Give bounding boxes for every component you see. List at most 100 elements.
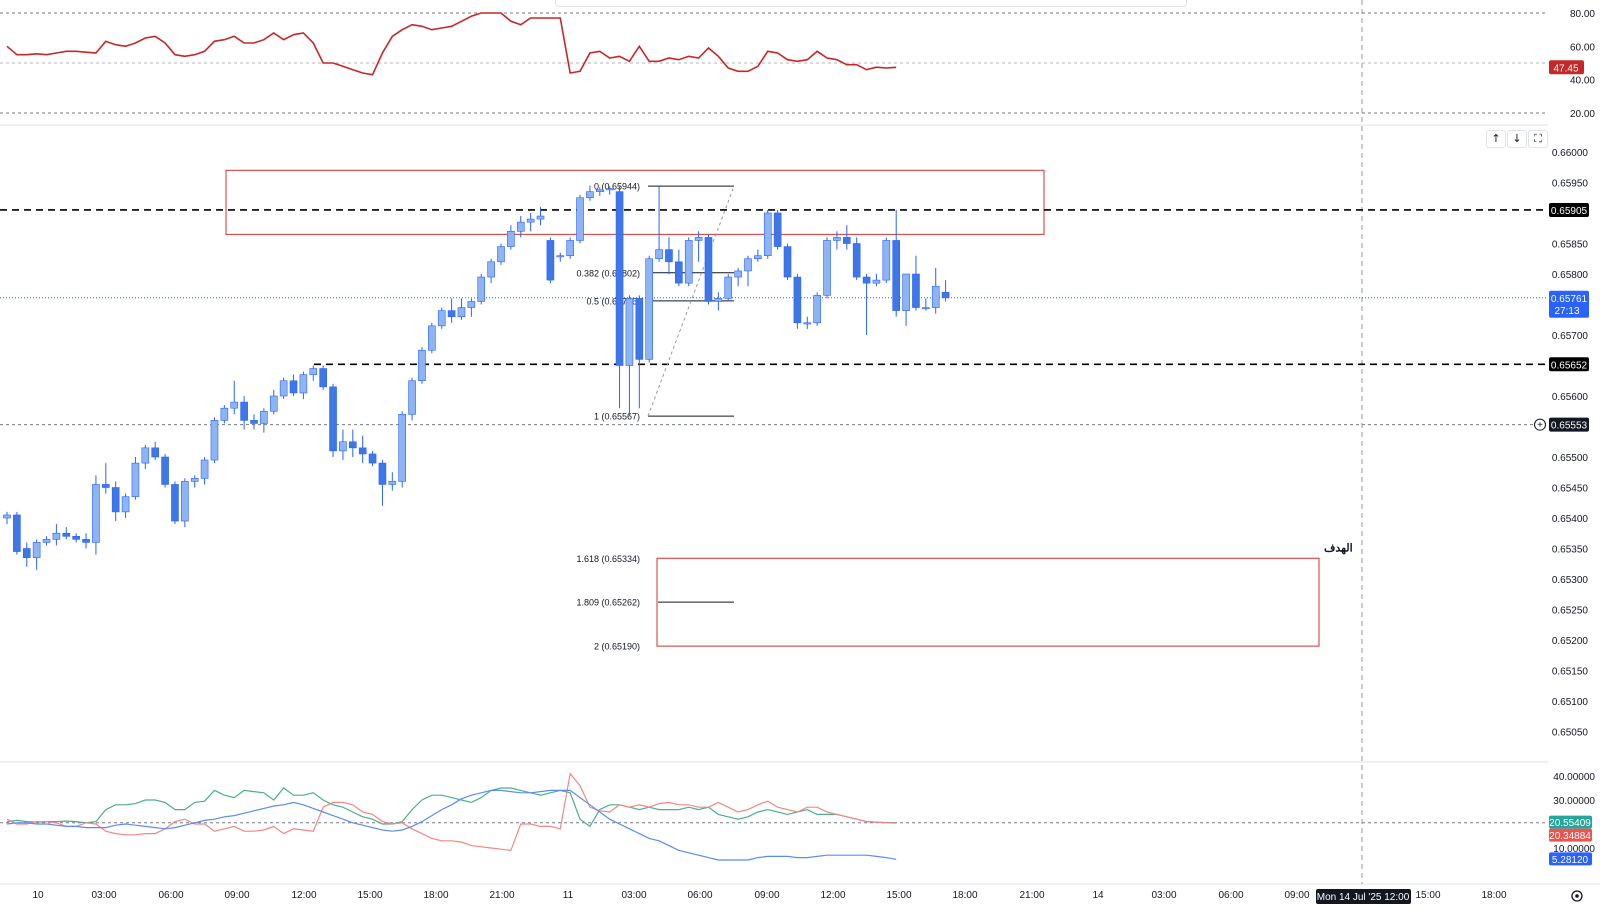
candle-body	[941, 291, 950, 299]
price-tick-label: 0.65300	[1552, 575, 1589, 586]
candle-body	[507, 231, 515, 247]
time-tick-label: 21:00	[489, 890, 514, 901]
price-tick-label: 0.65950	[1552, 179, 1589, 190]
candle-body	[437, 310, 446, 327]
rsi-tick-label: 40.00	[1570, 76, 1595, 87]
candle-body	[141, 447, 150, 464]
candle-body	[428, 325, 436, 351]
price-tick-label: 0.65450	[1552, 484, 1589, 495]
candle-body	[240, 401, 248, 421]
current-price-badge	[1549, 290, 1589, 318]
price-tick-label: 0.65400	[1552, 514, 1589, 525]
price-tick-label: 0.65350	[1552, 545, 1589, 556]
dmi-tick-label: 40.00000	[1553, 772, 1595, 783]
time-tick-label: 15:00	[357, 890, 382, 901]
candle-body	[526, 218, 535, 223]
time-tick-label: 18:00	[1481, 890, 1506, 901]
candle-body	[151, 447, 159, 458]
candle-body	[803, 322, 812, 325]
top-info-strip	[555, 0, 1187, 7]
dmi-value-badge	[1549, 828, 1592, 842]
candle-body	[595, 189, 604, 192]
candle-body	[487, 261, 495, 278]
rsi-tick-label: 80.00	[1570, 9, 1595, 20]
price-tick-label: 0.65800	[1552, 270, 1589, 281]
candle-body	[299, 374, 308, 394]
dmi-line	[6, 772, 897, 852]
candle-body	[190, 478, 199, 482]
candle-body	[42, 539, 51, 543]
add-alert-plus: +	[1537, 420, 1543, 431]
pane-move-up-button[interactable]: ↑	[1486, 130, 1506, 148]
time-tick-label: 06:00	[1218, 890, 1243, 901]
rsi-tick-label: 60.00	[1570, 42, 1595, 53]
candle-body	[339, 441, 347, 452]
price-tick-label: 0.65250	[1552, 606, 1589, 617]
candle-body	[309, 368, 318, 375]
candle-body	[842, 237, 851, 244]
gear-ring	[1571, 890, 1583, 902]
dmi-value-badge	[1549, 852, 1592, 866]
candle-body	[131, 462, 140, 497]
candle-body	[813, 295, 821, 324]
fib-level-label: 1 (0.65567)	[594, 412, 640, 422]
candle-body	[862, 276, 871, 284]
candle-body	[220, 407, 229, 421]
candle-body	[902, 273, 910, 311]
candle-body	[269, 395, 278, 412]
price-tick-label: 0.65850	[1552, 240, 1589, 251]
time-tick-label: 15:00	[1415, 890, 1440, 901]
price-tick-label: 0.65500	[1552, 453, 1589, 464]
price-tick-label: 0.66000	[1552, 148, 1589, 159]
fib-level-label: 0.5 (0.65756)	[586, 296, 640, 306]
candle-body	[161, 456, 169, 485]
price-pane: 0.660000.659500.659000.658500.658000.657…	[0, 148, 1589, 739]
rsi-tick-label: 20.00	[1570, 109, 1595, 120]
price-tick-label: 0.65600	[1552, 392, 1589, 403]
candle-body	[279, 380, 288, 397]
candle-body	[289, 380, 298, 394]
candle-body	[516, 221, 525, 232]
candle-body	[398, 413, 407, 482]
candle-body	[536, 215, 545, 220]
crosshair-price-label: 0.65553	[1551, 421, 1588, 432]
pane-move-down-button[interactable]: ↓	[1507, 130, 1527, 148]
crosshair-price-badge	[1549, 417, 1589, 432]
candle-body	[635, 298, 644, 360]
time-tick-label: 09:00	[754, 890, 779, 901]
candle-body	[704, 237, 713, 302]
candle-body	[3, 514, 11, 519]
candle-body	[200, 459, 209, 479]
candle-body	[675, 261, 683, 284]
candle-body	[447, 310, 456, 318]
dmi-line	[6, 787, 897, 828]
candle-body	[497, 246, 505, 263]
pane-maximize-button[interactable]: ⛶	[1528, 130, 1548, 148]
candle-body	[52, 532, 61, 540]
candle-body	[615, 191, 624, 366]
dmi-line	[6, 789, 897, 861]
level-badge-label: 0.65905	[1551, 206, 1588, 217]
candle-body	[22, 548, 31, 558]
candle-body	[348, 441, 357, 449]
candle-body	[210, 420, 219, 461]
price-tick-label: 0.65050	[1552, 728, 1589, 739]
rsi-value-badge	[1549, 60, 1584, 75]
level-badge	[1549, 202, 1589, 217]
candle-body	[665, 249, 673, 263]
settings-gear-icon[interactable]	[1571, 890, 1583, 902]
candle-body	[793, 276, 802, 324]
time-tick-label: 11	[563, 890, 574, 901]
time-tick-label: 12:00	[820, 890, 845, 901]
fib-trend-line	[647, 185, 735, 417]
crosshair-time-label: Mon 14 Jul '25 12:00	[1317, 892, 1410, 903]
candle-body	[694, 237, 703, 241]
resistance-zone	[225, 169, 1045, 235]
candle-body	[319, 368, 327, 388]
candle-body	[388, 481, 397, 485]
candle-body	[872, 279, 881, 284]
fib-level-label: 0.382 (0.65802)	[576, 268, 640, 278]
candles	[3, 185, 950, 570]
